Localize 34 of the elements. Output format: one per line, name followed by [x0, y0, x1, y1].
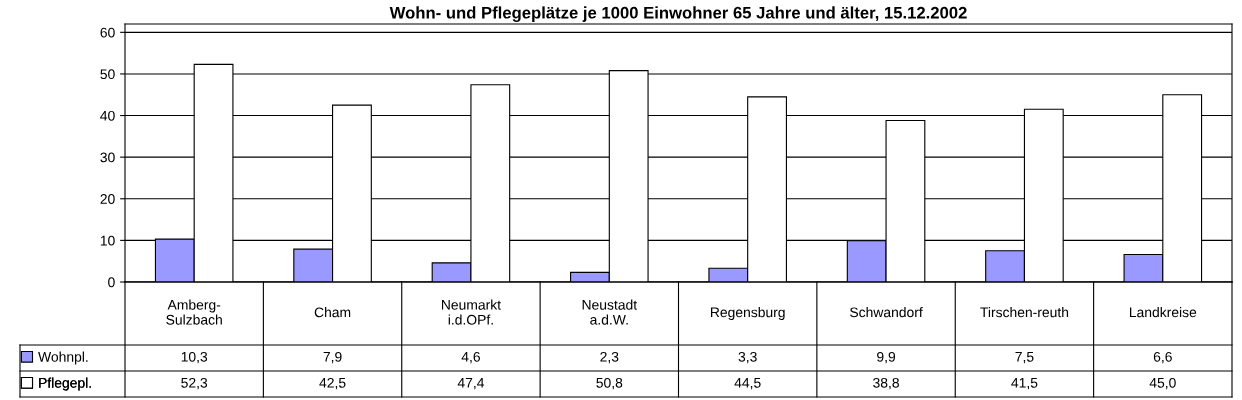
y-tick-label: 20 — [100, 194, 115, 204]
chart-title: Wohn- und Pflegeplätze je 1000 Einwohner 65 Jahre und älter, 15.12.2002 — [389, 6, 967, 22]
legend-label: Pflegepl. — [39, 377, 91, 391]
data-label: 2,3 — [600, 351, 619, 364]
y-tick-label: 0 — [108, 277, 115, 288]
data-label: 42,5 — [319, 377, 346, 390]
y-tick-label: 30 — [100, 152, 115, 163]
data-label: 4,6 — [461, 351, 480, 364]
data-label: 47,4 — [457, 378, 485, 390]
data-label: 44,5 — [734, 378, 761, 390]
y-tick-label: 40 — [100, 110, 115, 121]
legend-label: Wohnpl. — [38, 351, 88, 365]
data-label: 45,0 — [1149, 377, 1176, 390]
data-label: 9,9 — [877, 351, 896, 364]
data-label: 52,3 — [181, 377, 208, 390]
y-tick-label: 10 — [100, 235, 115, 246]
data-label: 50,8 — [596, 377, 623, 390]
x-tick-label: Landkreise — [1129, 307, 1197, 318]
data-label: 41,5 — [1011, 378, 1038, 390]
data-label: 7,5 — [1015, 352, 1034, 364]
data-label: 10,3 — [181, 351, 208, 364]
x-tick-label: Cham — [314, 307, 351, 318]
data-label: 7,9 — [323, 351, 342, 364]
x-tick-label: Amberg- Sulzbach — [166, 299, 222, 325]
data-label: 3,3 — [738, 351, 757, 364]
x-tick-label: Neumarkt i.d.OPf. — [441, 299, 501, 325]
data-label: 38,8 — [873, 377, 899, 390]
y-tick-label: 60 — [100, 27, 115, 38]
x-tick-label: Neustadt a.d.W. — [582, 299, 638, 325]
x-tick-label: Tirschen-reuth — [980, 307, 1069, 318]
y-tick-label: 50 — [100, 69, 115, 80]
data-label: 6,6 — [1153, 351, 1172, 364]
x-tick-label: Schwandorf — [850, 307, 923, 318]
x-tick-label: Regensburg — [710, 307, 785, 320]
